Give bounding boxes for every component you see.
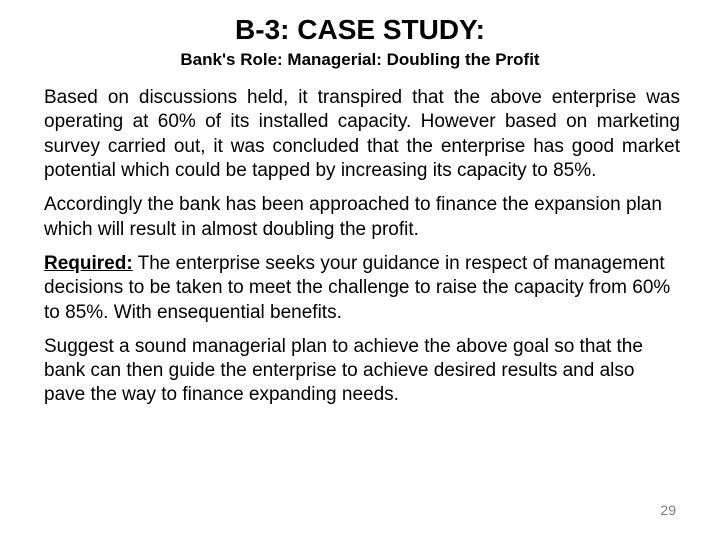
page-number: 29 [660,502,676,518]
paragraph-3: Required: The enterprise seeks your guid… [38,252,682,325]
required-label: Required: [44,253,133,274]
paragraph-3-body: The enterprise seeks your guidance in re… [44,253,670,323]
paragraph-4: Suggest a sound managerial plan to achie… [38,335,682,408]
paragraph-1: Based on discussions held, it transpired… [38,86,682,183]
paragraph-2: Accordingly the bank has been approached… [38,193,682,242]
slide-title: B-3: CASE STUDY: [38,14,682,46]
slide-subtitle: Bank's Role: Managerial: Doubling the Pr… [38,50,682,70]
